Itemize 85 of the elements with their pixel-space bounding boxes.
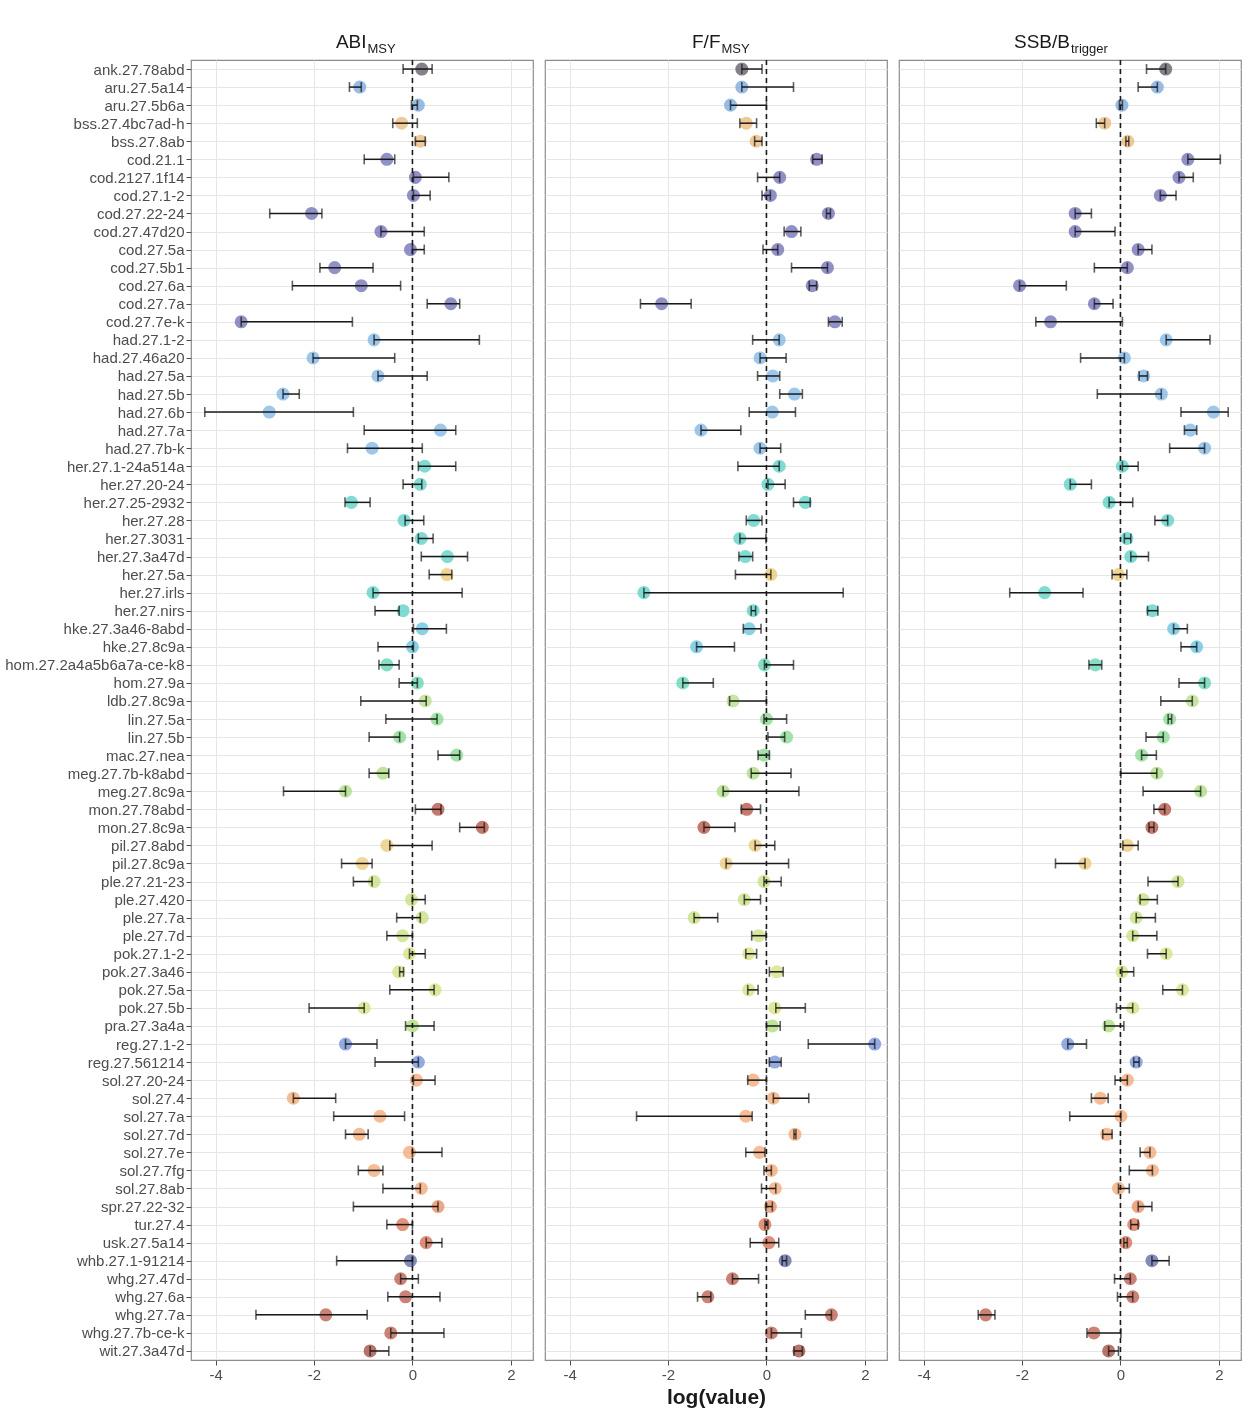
y-tick-label: cod.27.7a bbox=[118, 295, 186, 313]
x-tick-label: 2 bbox=[861, 1365, 870, 1383]
x-tick-label: -2 bbox=[661, 1365, 676, 1383]
y-tick-label: cod.27.47d20 bbox=[93, 223, 185, 241]
y-tick-label: had.27.7a bbox=[117, 421, 186, 439]
y-tick-label: cod.27.6a bbox=[118, 277, 186, 295]
y-tick-label: reg.27.1-2 bbox=[116, 1035, 185, 1053]
y-tick-label: usk.27.5a14 bbox=[102, 1234, 185, 1252]
y-tick-label: pok.27.1-2 bbox=[113, 945, 185, 963]
y-tick-label: pra.27.3a4a bbox=[104, 1017, 186, 1035]
y-tick-label: cod.27.5b1 bbox=[110, 259, 185, 277]
y-tick-label: hke.27.8c9a bbox=[102, 638, 186, 656]
y-tick-label: her.27.3a47d bbox=[96, 548, 185, 566]
x-tick-label: -4 bbox=[563, 1365, 577, 1383]
y-tick-label: bss.27.4bc7ad-h bbox=[73, 114, 185, 132]
y-tick-label: aru.27.5b6a bbox=[104, 96, 186, 114]
y-tick-label: her.27.1-24a514a bbox=[66, 457, 186, 475]
y-tick-label: cod.27.22-24 bbox=[96, 204, 185, 222]
y-tick-label: tur.27.4 bbox=[134, 1216, 185, 1234]
y-tick-label: whg.27.6a bbox=[114, 1288, 186, 1306]
y-tick-label: hom.27.9a bbox=[113, 674, 186, 692]
y-tick-label: sol.27.7e bbox=[123, 1143, 185, 1161]
y-tick-label: hom.27.2a4a5b6a7a-ce-k8 bbox=[5, 656, 185, 674]
y-tick-label: her.27.20-24 bbox=[100, 475, 185, 493]
y-tick-label: whg.27.7b-ce-k bbox=[80, 1324, 185, 1342]
y-tick-label: mac.27.nea bbox=[106, 746, 186, 764]
x-tick-label: 2 bbox=[1215, 1365, 1224, 1383]
y-tick-label: her.27.nirs bbox=[114, 602, 185, 620]
y-tick-label: whg.27.7a bbox=[114, 1306, 186, 1324]
y-tick-label: cod.27.5a bbox=[118, 241, 186, 259]
y-tick-label: had.27.7b-k bbox=[105, 439, 185, 457]
x-tick-label: 0 bbox=[408, 1365, 418, 1383]
y-tick-label: sol.27.20-24 bbox=[101, 1071, 185, 1089]
y-tick-label: mon.27.8c9a bbox=[97, 818, 186, 836]
x-tick-label: 0 bbox=[1116, 1365, 1126, 1383]
y-tick-label: ldb.27.8c9a bbox=[106, 692, 186, 710]
y-tick-label: ank.27.78abd bbox=[93, 60, 185, 78]
y-tick-label: sol.27.7fg bbox=[119, 1161, 185, 1179]
y-tick-label: mon.27.78abd bbox=[88, 800, 185, 818]
y-tick-label: had.27.5b bbox=[117, 385, 185, 403]
y-tick-label: her.27.5a bbox=[121, 566, 186, 584]
y-tick-label: meg.27.7b-k8abd bbox=[67, 764, 185, 782]
x-tick-label: 0 bbox=[762, 1365, 772, 1383]
y-tick-label: reg.27.561214 bbox=[87, 1053, 185, 1071]
y-tick-label: lin.27.5b bbox=[127, 728, 185, 746]
y-tick-label: meg.27.8c9a bbox=[97, 782, 186, 800]
y-tick-label: her.27.irls bbox=[119, 584, 185, 602]
y-tick-label: her.27.25-2932 bbox=[83, 493, 185, 511]
y-tick-label: had.27.6b bbox=[117, 403, 185, 421]
y-tick-label: bss.27.8ab bbox=[111, 132, 185, 150]
y-tick-label: ple.27.7a bbox=[122, 909, 186, 927]
x-tick-label: -4 bbox=[209, 1365, 223, 1383]
y-tick-label: aru.27.5a14 bbox=[104, 78, 185, 96]
y-tick-label: sol.27.7d bbox=[123, 1125, 185, 1143]
y-tick-label: pok.27.3a46 bbox=[101, 963, 185, 981]
y-tick-label: pil.27.8c9a bbox=[111, 854, 186, 872]
y-tick-label: pil.27.8abd bbox=[111, 836, 185, 854]
y-tick-label: lin.27.5a bbox=[127, 710, 186, 728]
x-tick-label: -2 bbox=[307, 1365, 322, 1383]
y-tick-label: whb.27.1-91214 bbox=[75, 1252, 185, 1270]
y-tick-label: her.27.3031 bbox=[105, 529, 185, 547]
y-tick-label: had.27.1-2 bbox=[112, 331, 185, 349]
x-tick-label: 2 bbox=[507, 1365, 516, 1383]
y-tick-label: pok.27.5a bbox=[118, 981, 186, 999]
y-tick-label: sol.27.8ab bbox=[115, 1179, 185, 1197]
y-tick-label: whg.27.47d bbox=[105, 1270, 185, 1288]
y-tick-label: cod.27.7e-k bbox=[106, 313, 185, 331]
x-axis-title: log(value) bbox=[666, 1384, 767, 1408]
x-tick-label: -2 bbox=[1015, 1365, 1030, 1383]
y-tick-label: cod.2127.1f14 bbox=[89, 168, 185, 186]
y-tick-label: cod.21.1 bbox=[126, 150, 185, 168]
y-tick-label: her.27.28 bbox=[121, 511, 185, 529]
y-tick-label: had.27.5a bbox=[117, 367, 186, 385]
y-tick-label: pok.27.5b bbox=[118, 999, 185, 1017]
y-tick-label: wit.27.3a47d bbox=[98, 1342, 185, 1360]
y-tick-label: ple.27.420 bbox=[114, 891, 185, 909]
y-tick-label: sol.27.7a bbox=[123, 1107, 186, 1125]
y-tick-label: had.27.46a20 bbox=[92, 349, 185, 367]
y-tick-label: sol.27.4 bbox=[131, 1089, 185, 1107]
y-tick-label: ple.27.21-23 bbox=[101, 873, 185, 891]
y-tick-label: cod.27.1-2 bbox=[113, 186, 185, 204]
y-tick-label: hke.27.3a46-8abd bbox=[63, 620, 185, 638]
y-tick-label: spr.27.22-32 bbox=[101, 1198, 185, 1216]
x-tick-label: -4 bbox=[917, 1365, 931, 1383]
y-tick-label: ple.27.7d bbox=[122, 927, 185, 945]
